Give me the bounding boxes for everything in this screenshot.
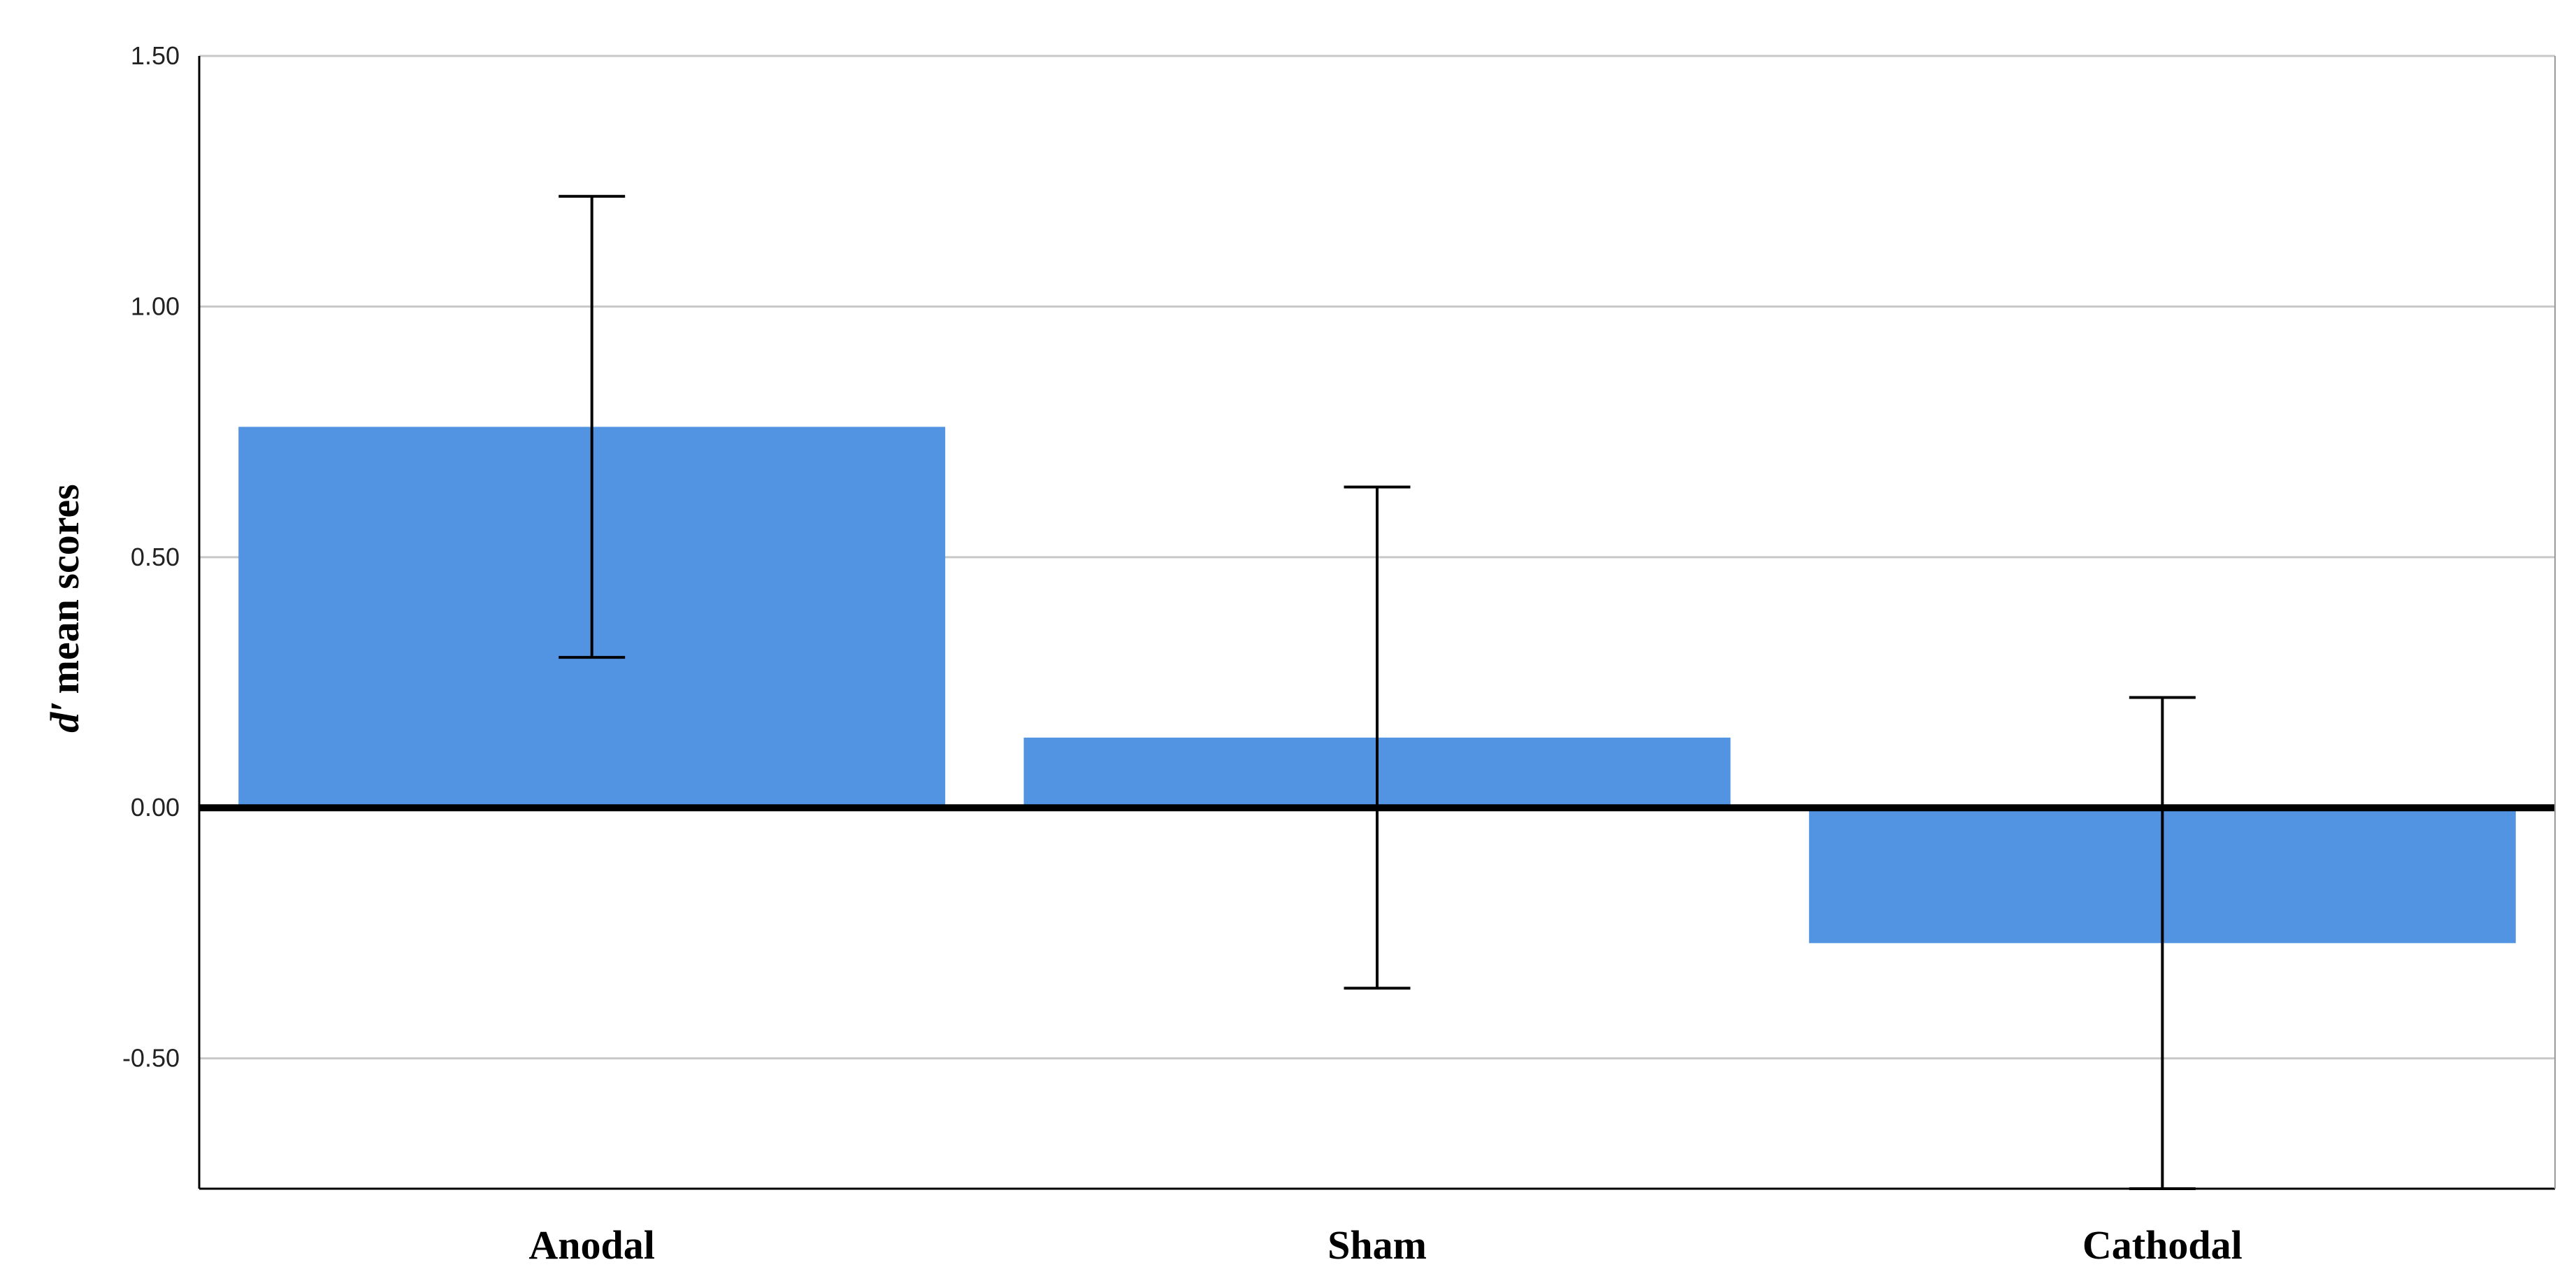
y-tick-label: 1.50 <box>131 41 180 70</box>
category-label-sham: Sham <box>1327 1222 1427 1268</box>
y-axis-label-symbol: d′ <box>42 701 87 732</box>
y-tick-label: 0.00 <box>131 793 180 822</box>
error-bar-sham <box>1344 485 1411 990</box>
y-tick-labels: 1.50 1.00 0.50 0.00 -0.50 <box>122 41 180 1073</box>
y-axis-label-text: mean scores <box>42 484 87 694</box>
category-label-anodal: Anodal <box>528 1222 655 1268</box>
category-labels: Anodal Sham Cathodal <box>528 1222 2242 1268</box>
y-axis-label: d′ mean scores <box>42 484 87 732</box>
y-tick-label: 1.00 <box>131 292 180 320</box>
y-tick-label: -0.50 <box>122 1044 180 1073</box>
category-label-cathodal: Cathodal <box>2082 1222 2243 1268</box>
y-tick-label: 0.50 <box>131 543 180 571</box>
axes <box>198 56 2556 1190</box>
error-bar-anodal <box>559 194 626 659</box>
